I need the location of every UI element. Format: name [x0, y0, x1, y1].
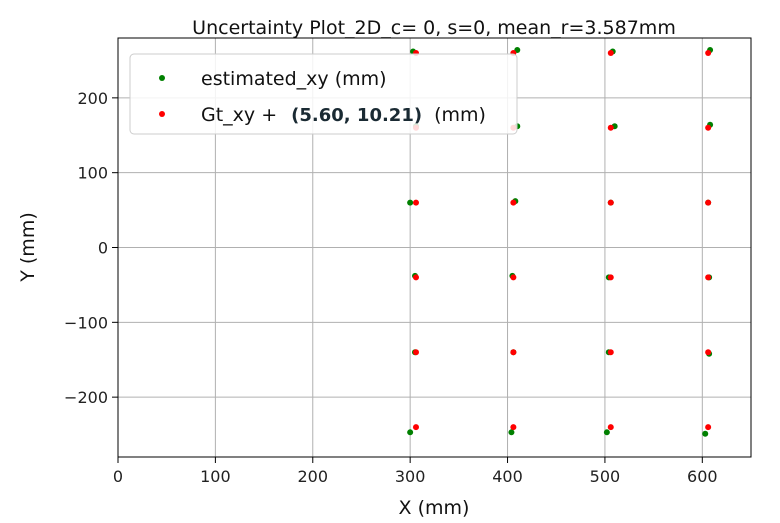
- ground-truth-point: [510, 349, 517, 356]
- x-tick-label: 600: [687, 467, 718, 486]
- estimated-point: [603, 429, 610, 436]
- ground-truth-point: [412, 199, 419, 206]
- y-tick-label: −200: [64, 388, 108, 407]
- x-tick-label: 0: [113, 467, 123, 486]
- y-tick-label: 0: [98, 239, 108, 258]
- ground-truth-point: [412, 424, 419, 431]
- ground-truth-point: [607, 124, 614, 131]
- y-tick-label: −100: [64, 313, 108, 332]
- y-tick-label: 100: [77, 164, 108, 183]
- x-tick-label: 100: [200, 467, 231, 486]
- x-tick-label: 500: [590, 467, 621, 486]
- chart-title: Uncertainty Plot_2D_c= 0, s=0, mean_r=3.…: [192, 17, 676, 39]
- ground-truth-point: [705, 49, 712, 56]
- ground-truth-point: [607, 49, 614, 56]
- legend-entry: Gt_xy + (5.60, 10.21) (mm): [201, 104, 486, 126]
- ground-truth-point: [510, 274, 517, 281]
- legend-entry: estimated_xy (mm): [201, 68, 387, 90]
- y-tick-label: 200: [77, 89, 108, 108]
- x-tick-label: 300: [395, 467, 426, 486]
- legend-box: [129, 53, 518, 135]
- ground-truth-point: [705, 424, 712, 431]
- legend-marker: [159, 75, 165, 81]
- ground-truth-point: [705, 124, 712, 131]
- ground-truth-point: [705, 199, 712, 206]
- legend: estimated_xy (mm) Gt_xy + (5.60, 10.21) (m…: [129, 53, 518, 135]
- estimated-point: [407, 199, 414, 206]
- legend-marker: [159, 111, 165, 117]
- ground-truth-point: [705, 274, 712, 281]
- ground-truth-point: [607, 199, 614, 206]
- x-tick-label: 400: [492, 467, 523, 486]
- ground-truth-point: [607, 349, 614, 356]
- estimated-point: [702, 430, 709, 437]
- ground-truth-point: [510, 424, 517, 431]
- ground-truth-point: [412, 349, 419, 356]
- estimated-point: [508, 429, 515, 436]
- ground-truth-point: [705, 349, 712, 356]
- x-axis-title: X (mm): [399, 497, 470, 519]
- ground-truth-point: [607, 424, 614, 431]
- ground-truth-point: [412, 274, 419, 281]
- x-tick-label: 200: [297, 467, 328, 486]
- ground-truth-point: [510, 199, 517, 206]
- y-axis-title: Y (mm): [17, 212, 39, 283]
- estimated-point: [407, 429, 414, 436]
- ground-truth-point: [607, 274, 614, 281]
- axis-ticks: 0 100 200 300 400 500 600 −200 −100 0 100 200: [64, 89, 718, 486]
